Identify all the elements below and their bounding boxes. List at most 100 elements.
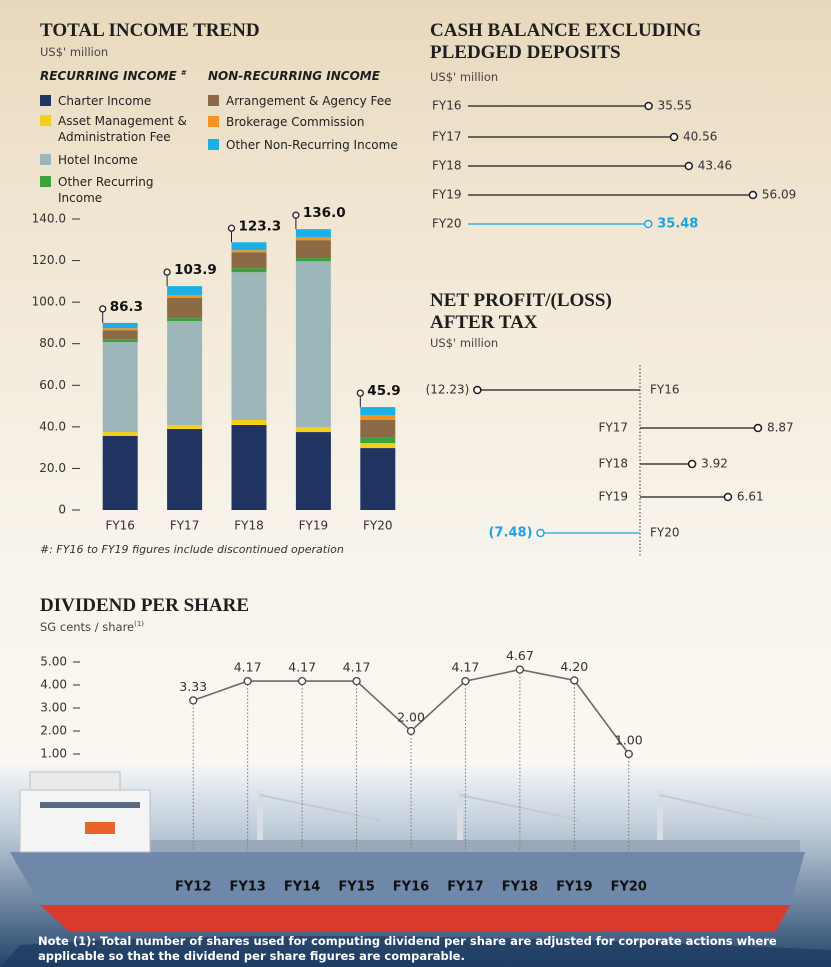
bar-segment: [167, 321, 203, 425]
legend-swatch: [208, 139, 219, 150]
value-label: 2.00: [397, 710, 425, 725]
chart-subtitle: SG cents / share(1): [40, 620, 144, 634]
value-label: 4.20: [560, 659, 588, 674]
x-tick-label: FY13: [229, 880, 265, 895]
bar-segment: [167, 297, 203, 319]
legend-label: Hotel Income: [58, 153, 138, 167]
ship-windows: [40, 802, 140, 808]
bar-segment: [360, 407, 396, 416]
x-tick-label: FY16: [105, 519, 135, 533]
value-label: (12.23): [426, 383, 470, 397]
y-tick-label: 4.00: [40, 678, 67, 692]
bar-segment: [295, 432, 331, 510]
lollipop-head: [473, 385, 482, 395]
bar-segment: [231, 268, 267, 273]
point: [352, 676, 361, 686]
category-label: FY16: [432, 99, 462, 113]
point: [624, 749, 633, 759]
legend-group-title: NON-RECURRING INCOME: [208, 69, 380, 83]
y-tick-label: 140.0: [32, 211, 66, 225]
legend-label: Other Recurring Income: [58, 175, 154, 205]
cranes: [257, 790, 663, 840]
lollipop-head: [723, 492, 733, 502]
bar-segment: [102, 330, 138, 340]
total-marker: [292, 211, 300, 219]
value-label: 40.56: [683, 130, 717, 144]
x-tick-label: FY19: [299, 519, 329, 533]
total-label: 123.3: [239, 218, 282, 234]
bar-segment: [295, 240, 331, 259]
y-tick-label: 2.00: [40, 724, 67, 738]
bar-segment: [360, 419, 396, 438]
y-tick-label: 40.0: [39, 419, 66, 433]
point: [515, 665, 525, 674]
y-tick-label: 0: [58, 503, 66, 517]
x-tick-label: FY12: [175, 880, 211, 895]
value-label: 8.87: [767, 421, 794, 435]
point: [461, 676, 470, 686]
chart-title: TOTAL INCOME TREND: [40, 20, 260, 41]
lollipop-head: [687, 459, 697, 469]
ship-bridge-top: [29, 771, 121, 791]
value-label: 4.17: [234, 660, 262, 675]
legend-swatch: [40, 154, 51, 165]
category-label: FY17: [432, 130, 462, 144]
y-tick-label: 20.0: [39, 461, 66, 475]
ship-bottom: [40, 905, 790, 932]
legend-label: Brokerage Commission: [226, 115, 365, 129]
y-tick-label: 3.00: [40, 701, 67, 715]
value-label: 3.33: [179, 679, 207, 694]
bar-segment: [167, 286, 203, 296]
note: Note (1): Total number of shares used fo…: [38, 934, 777, 963]
point: [570, 676, 579, 685]
value-label: 4.17: [452, 660, 480, 675]
ship-deck: [150, 840, 800, 852]
lollipop-head: [684, 161, 694, 171]
legend-label: Charter Income: [58, 94, 152, 108]
value-label: 4.67: [506, 648, 534, 663]
lollipop-head: [669, 132, 679, 142]
bar-segment: [167, 424, 203, 429]
chart-title: NET PROFIT/(LOSS) AFTER TAX: [430, 290, 612, 333]
bar-segment: [295, 427, 331, 433]
bar-segment: [360, 443, 396, 449]
total-marker: [163, 268, 171, 276]
ship-bridge: [19, 789, 151, 853]
y-tick-label: 1.00: [40, 747, 67, 761]
bar-segment: [231, 272, 267, 420]
lifeboat: [85, 822, 115, 834]
point: [243, 676, 252, 686]
bar-segment: [231, 424, 267, 510]
chart-subtitle: US$' million: [430, 336, 499, 350]
category-label: FY19: [432, 188, 462, 202]
footnote: #: FY16 to FY19 figures include disconti…: [40, 543, 344, 556]
bar-segment: [360, 448, 396, 510]
bar-segment: [102, 436, 138, 510]
subtitle-note: (1): [134, 620, 145, 629]
x-tick-label: FY18: [234, 519, 264, 533]
legend-swatch: [208, 95, 219, 106]
bar-segment: [167, 295, 203, 298]
total-label: 86.3: [110, 299, 143, 315]
category-label: FY18: [432, 159, 462, 173]
legend-swatch: [40, 115, 51, 126]
bar-segment: [360, 415, 396, 420]
bar-segment: [231, 252, 267, 269]
bar-segment: [102, 339, 138, 343]
y-tick-label: 120.0: [32, 253, 66, 267]
lollipop-head: [748, 190, 758, 200]
value-label: 6.61: [737, 490, 764, 504]
x-tick-label: FY17: [447, 880, 483, 895]
value-label: 3.92: [701, 457, 728, 471]
x-tick-label: FY19: [556, 880, 592, 895]
x-tick-label: FY20: [363, 519, 393, 533]
x-tick-label: FY18: [502, 880, 538, 895]
category-label: FY16: [650, 383, 680, 397]
x-tick-label: FY17: [170, 519, 200, 533]
total-label: 103.9: [174, 262, 217, 278]
bar-segment: [295, 258, 331, 262]
value-label: 1.00: [615, 733, 643, 748]
chart-subtitle: US$' million: [40, 45, 109, 59]
y-tick-label: 80.0: [39, 336, 66, 350]
